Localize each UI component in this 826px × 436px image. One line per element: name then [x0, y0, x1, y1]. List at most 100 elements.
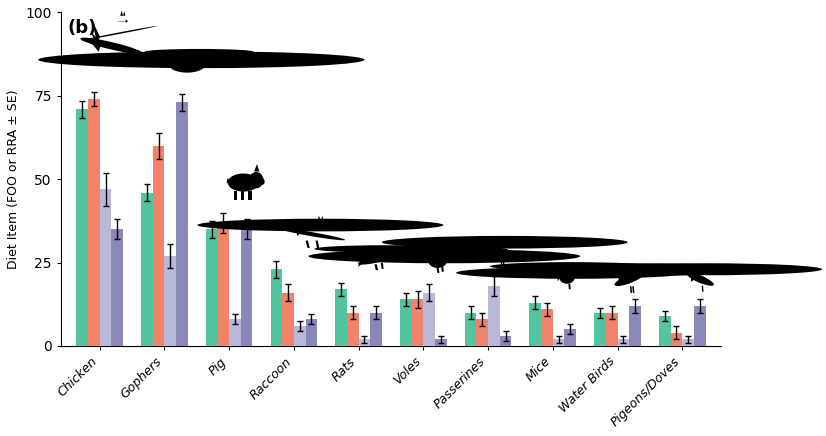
- Polygon shape: [630, 286, 632, 293]
- Bar: [671, 333, 682, 346]
- Bar: [465, 313, 477, 346]
- Polygon shape: [113, 54, 116, 64]
- Polygon shape: [575, 272, 577, 275]
- Bar: [141, 193, 153, 346]
- Ellipse shape: [169, 56, 206, 73]
- Polygon shape: [381, 263, 384, 269]
- Ellipse shape: [620, 273, 638, 281]
- Polygon shape: [126, 19, 128, 23]
- Polygon shape: [121, 10, 126, 16]
- Bar: [694, 306, 705, 346]
- Circle shape: [513, 263, 759, 276]
- Bar: [206, 229, 217, 346]
- Circle shape: [308, 249, 580, 263]
- Polygon shape: [632, 286, 634, 293]
- Polygon shape: [691, 276, 694, 282]
- Ellipse shape: [477, 246, 522, 259]
- Ellipse shape: [687, 273, 714, 286]
- Bar: [605, 313, 618, 346]
- Circle shape: [145, 49, 254, 54]
- Bar: [335, 289, 347, 346]
- Text: (b): (b): [68, 19, 97, 37]
- Ellipse shape: [259, 178, 264, 185]
- Polygon shape: [437, 268, 439, 273]
- Bar: [306, 319, 317, 346]
- Circle shape: [456, 267, 689, 279]
- Bar: [112, 229, 123, 346]
- Y-axis label: Diet Item (FOO or RRA ± SE): Diet Item (FOO or RRA ± SE): [7, 89, 20, 269]
- Bar: [347, 313, 358, 346]
- Circle shape: [38, 51, 364, 68]
- Ellipse shape: [428, 254, 447, 268]
- Circle shape: [490, 262, 653, 270]
- Ellipse shape: [492, 247, 507, 253]
- Bar: [217, 222, 229, 346]
- Polygon shape: [90, 31, 100, 47]
- Polygon shape: [323, 225, 325, 228]
- Bar: [294, 326, 306, 346]
- Bar: [564, 329, 576, 346]
- Bar: [435, 339, 447, 346]
- Polygon shape: [241, 191, 244, 200]
- Bar: [400, 299, 411, 346]
- Bar: [659, 316, 671, 346]
- Circle shape: [378, 246, 508, 253]
- Bar: [500, 336, 511, 346]
- Bar: [553, 339, 564, 346]
- Ellipse shape: [249, 172, 263, 188]
- Ellipse shape: [80, 37, 143, 54]
- Polygon shape: [441, 267, 444, 272]
- Polygon shape: [316, 241, 320, 248]
- Ellipse shape: [615, 272, 644, 286]
- Ellipse shape: [692, 274, 708, 281]
- Polygon shape: [92, 43, 101, 52]
- Bar: [164, 256, 176, 346]
- Polygon shape: [234, 191, 237, 200]
- Bar: [77, 109, 88, 346]
- Circle shape: [589, 263, 822, 275]
- Polygon shape: [306, 241, 310, 248]
- Circle shape: [314, 245, 457, 252]
- Polygon shape: [226, 178, 230, 184]
- Bar: [411, 299, 424, 346]
- Bar: [594, 313, 605, 346]
- Bar: [477, 319, 488, 346]
- Bar: [629, 306, 641, 346]
- Ellipse shape: [559, 272, 575, 284]
- Bar: [241, 229, 253, 346]
- Ellipse shape: [377, 251, 396, 261]
- Bar: [529, 303, 541, 346]
- Bar: [424, 293, 435, 346]
- Polygon shape: [318, 215, 320, 220]
- Ellipse shape: [81, 26, 157, 41]
- Polygon shape: [254, 164, 259, 171]
- Polygon shape: [501, 259, 502, 266]
- Ellipse shape: [228, 174, 259, 191]
- Polygon shape: [490, 250, 493, 259]
- Bar: [229, 319, 241, 346]
- Circle shape: [197, 219, 444, 232]
- Bar: [618, 339, 629, 346]
- Polygon shape: [568, 283, 571, 290]
- Polygon shape: [321, 215, 324, 220]
- Bar: [153, 146, 164, 346]
- Ellipse shape: [358, 254, 396, 265]
- Polygon shape: [374, 264, 378, 270]
- Polygon shape: [297, 229, 302, 236]
- Polygon shape: [503, 259, 505, 266]
- Circle shape: [501, 263, 647, 270]
- Circle shape: [382, 236, 628, 249]
- Polygon shape: [207, 58, 211, 62]
- Polygon shape: [558, 276, 561, 281]
- Polygon shape: [92, 19, 100, 43]
- Bar: [176, 102, 188, 346]
- Polygon shape: [116, 54, 118, 64]
- Polygon shape: [427, 259, 430, 263]
- Bar: [358, 339, 370, 346]
- Bar: [271, 269, 282, 346]
- Polygon shape: [507, 241, 510, 243]
- Polygon shape: [447, 255, 449, 259]
- Ellipse shape: [279, 228, 345, 240]
- Bar: [88, 99, 100, 346]
- Polygon shape: [619, 275, 621, 281]
